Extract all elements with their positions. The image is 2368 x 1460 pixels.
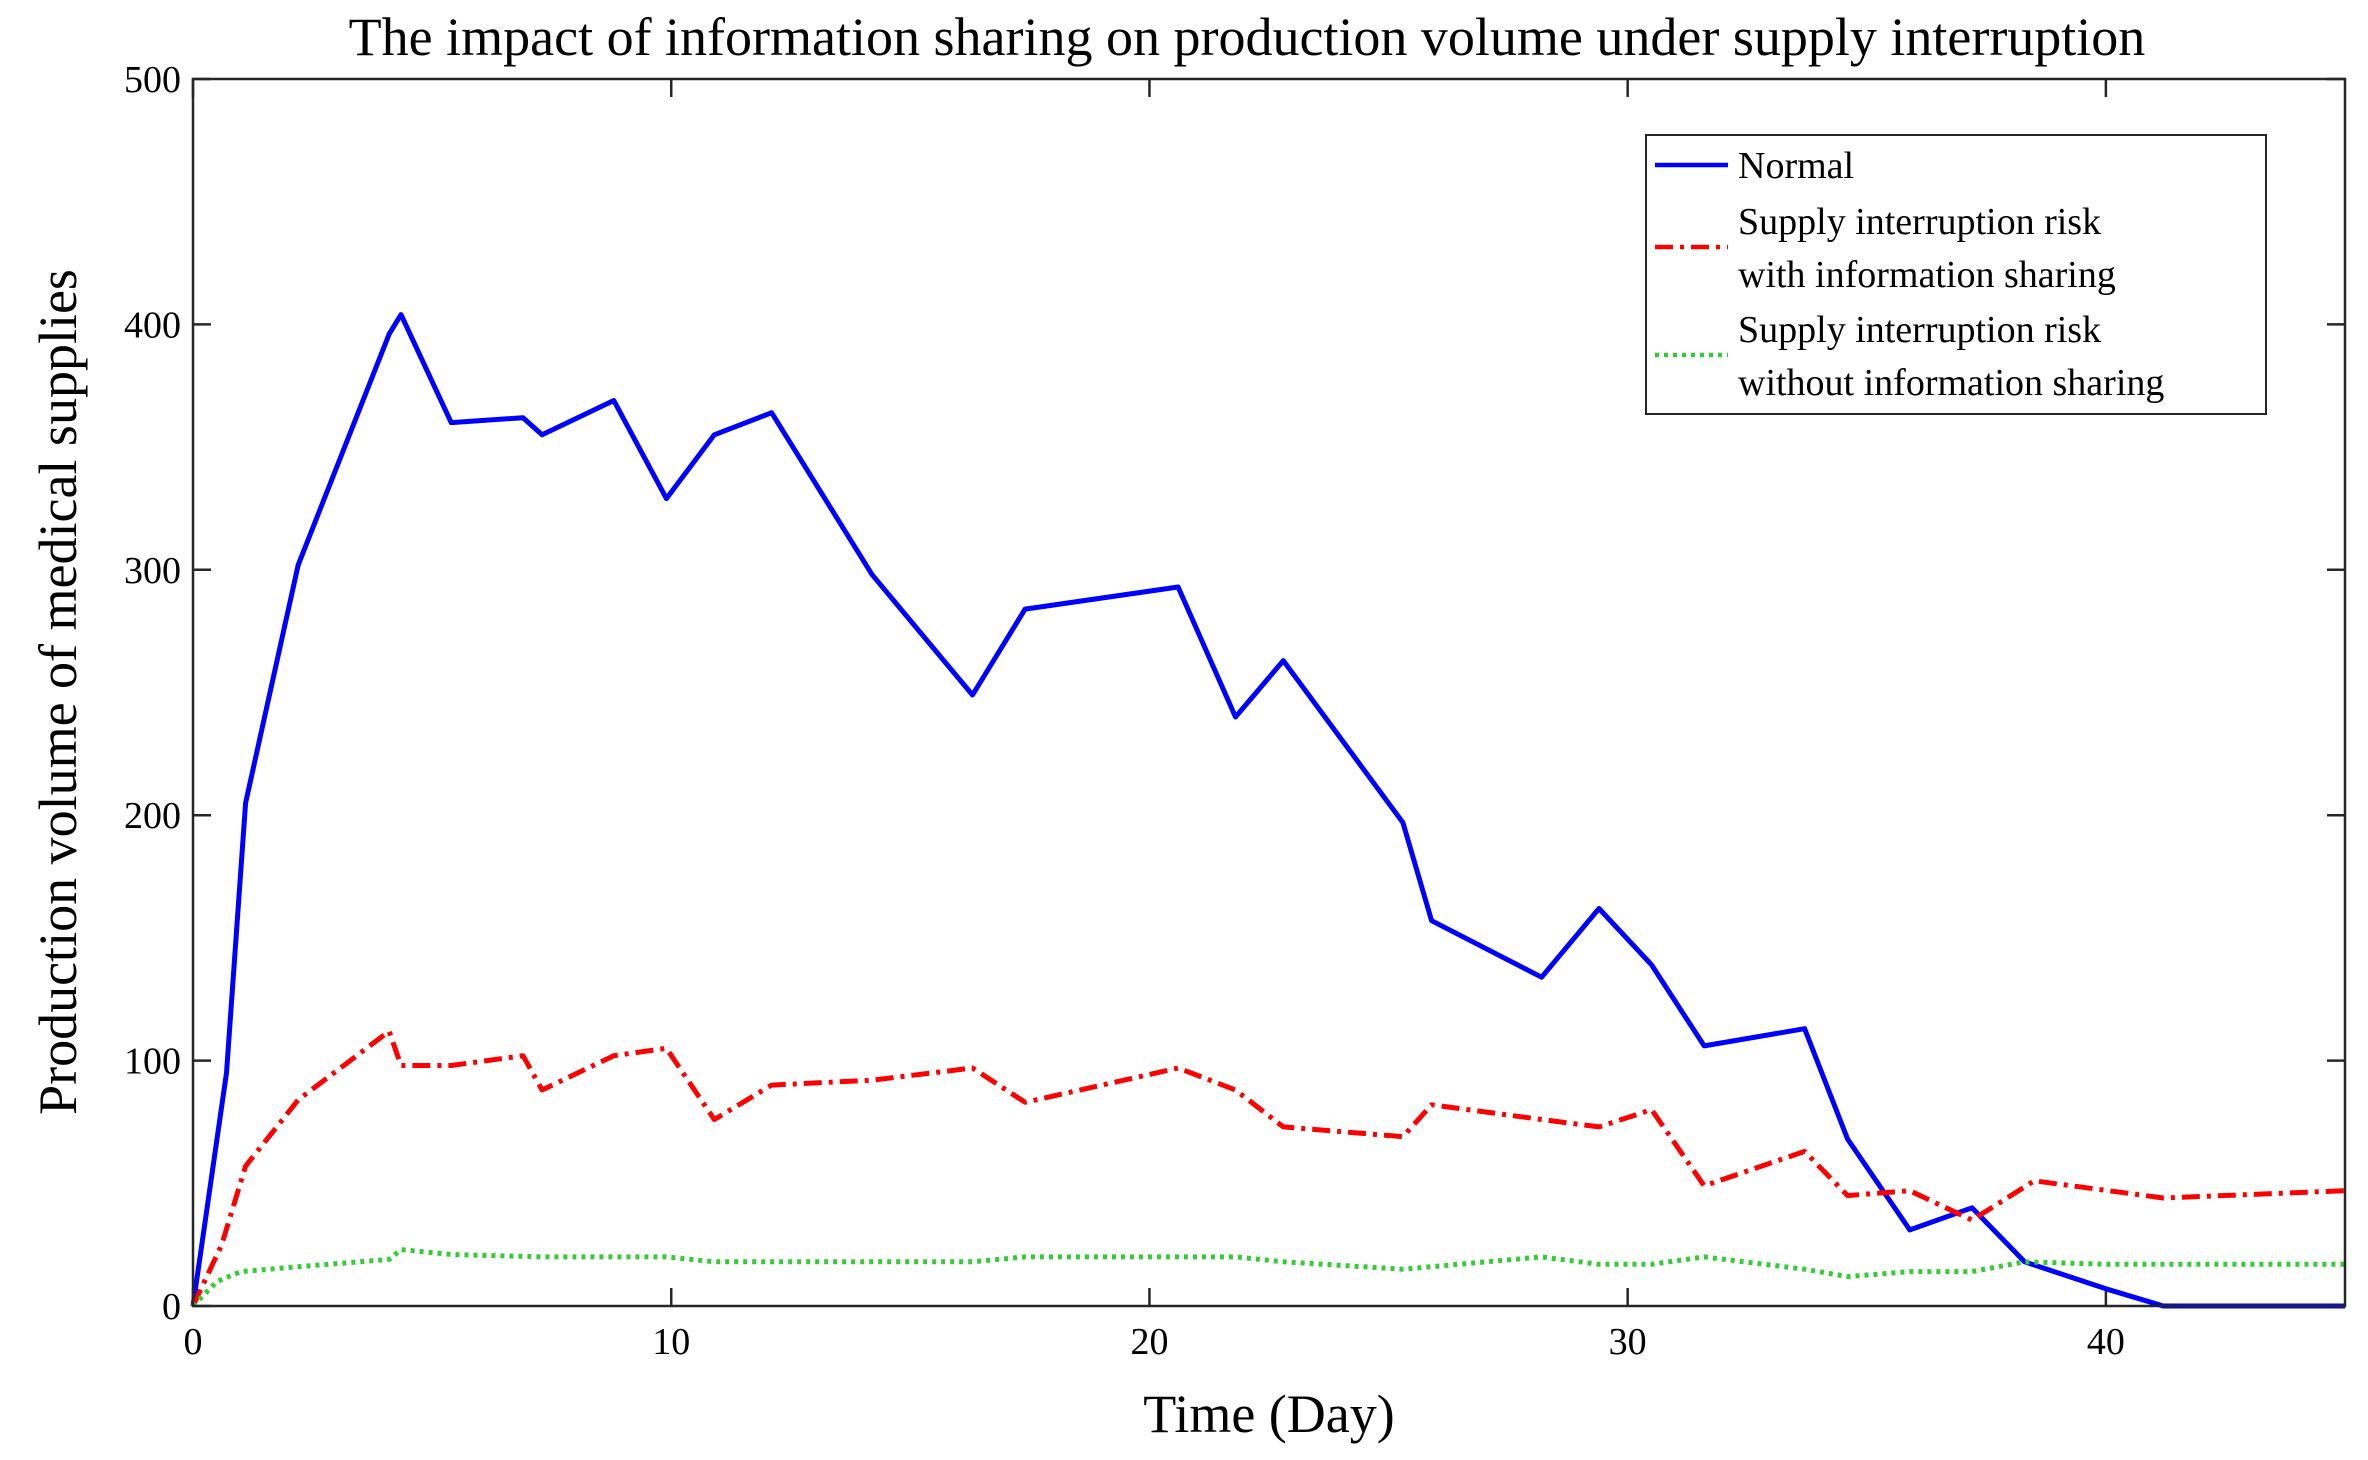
series-layer [190, 312, 2346, 1309]
legend: Normal Supply interruption risk with info… [1645, 134, 2267, 415]
x-tick-label: 30 [1609, 1321, 1647, 1363]
x-tick-label: 40 [2087, 1321, 2125, 1363]
legend-label-line: Supply interruption risk [1738, 201, 2101, 243]
legend-label-line: without information sharing [1738, 362, 2164, 404]
y-axis-ticks: 0 100 200 300 400 500 [124, 59, 2345, 1328]
y-tick-label: 500 [124, 59, 181, 101]
y-tick-label: 200 [124, 795, 181, 837]
legend-label-line: Supply interruption risk [1738, 309, 2101, 351]
x-tick-label: 10 [652, 1321, 690, 1363]
chart-title: The impact of information sharing on pro… [349, 7, 2146, 67]
legend-label-without-sharing: Supply interruption risk without informat… [1738, 309, 2164, 404]
x-tick-label: 20 [1130, 1321, 1168, 1363]
x-axis-label: Time (Day) [1143, 1384, 1395, 1444]
y-tick-label: 300 [124, 550, 181, 592]
x-tick-label: 0 [184, 1321, 203, 1363]
legend-label-with-sharing: Supply interruption risk with information… [1738, 201, 2116, 296]
y-tick-label: 100 [124, 1041, 181, 1083]
y-tick-label: 0 [162, 1286, 181, 1328]
plot-frame [191, 77, 2347, 1308]
x-axis-ticks: 0 10 20 30 40 [184, 79, 2125, 1363]
y-axis-label: Production volume of medical supplies [28, 269, 88, 1115]
series-line-normal [190, 312, 2345, 1309]
series-line-without-sharing [191, 1247, 2345, 1308]
legend-label-normal: Normal [1738, 145, 1854, 187]
legend-label-line: with information sharing [1738, 254, 2116, 296]
legend-box [1645, 134, 2267, 415]
y-tick-label: 400 [124, 304, 181, 346]
legend-label-line: Normal [1738, 145, 1854, 187]
